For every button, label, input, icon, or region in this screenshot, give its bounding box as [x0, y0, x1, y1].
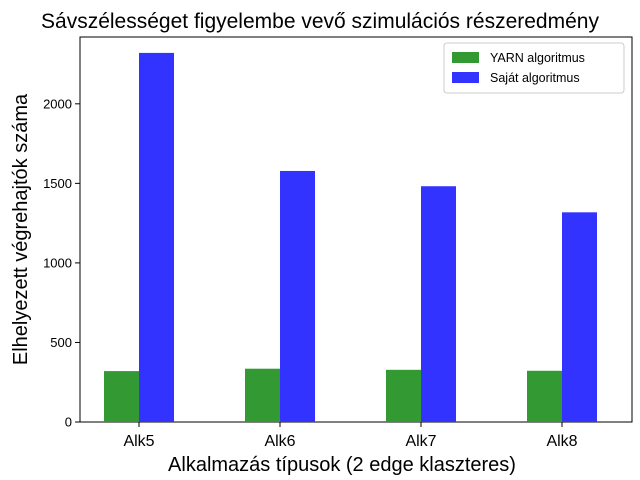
plot-frame [79, 36, 633, 423]
x-tick-label-alk6: Alk6 [264, 433, 295, 450]
y-tick-label-0: 0 [65, 415, 72, 430]
bar-yarn-alk5 [104, 371, 139, 422]
y-axis: 0 500 1000 1500 2000 [43, 96, 80, 430]
bar-sajat-alk7 [421, 186, 456, 422]
y-tick-label-1500: 1500 [43, 176, 72, 191]
y-tick-label-2000: 2000 [43, 96, 72, 111]
legend-label-sajat: Saját algoritmus [490, 71, 580, 85]
bar-sajat-alk5 [139, 52, 174, 423]
x-tick-label-alk7: Alk7 [405, 433, 436, 450]
legend-swatch-sajat [452, 72, 479, 83]
legend-swatch-yarn [452, 52, 479, 63]
bar-sajat-alk8 [562, 212, 597, 422]
bar-yarn-alk7 [386, 369, 421, 422]
y-tick-label-500: 500 [50, 335, 72, 350]
y-tick-label-1000: 1000 [43, 255, 72, 270]
y-axis-label: Elhelyezett végrehajtók száma [10, 93, 32, 365]
legend-box [443, 42, 625, 94]
bar-yarn-alk6 [245, 368, 280, 422]
x-axis-label: Alkalmazás típusok (2 edge klaszteres) [168, 454, 516, 476]
x-axis: Alk5 Alk6 Alk7 Alk8 [123, 422, 578, 450]
chart-title: Sávszélességet figyelembe vevő szimuláci… [41, 10, 599, 33]
plot-area: 0 500 1000 1500 2000 Alk5 Alk6 Alk7 Alk8 [43, 36, 633, 450]
bar-yarn-alk8 [527, 370, 562, 422]
x-tick-label-alk8: Alk8 [546, 433, 577, 450]
legend: YARN algoritmus Saját algoritmus [443, 42, 625, 94]
bar-sajat-alk6 [280, 170, 315, 422]
legend-label-yarn: YARN algoritmus [490, 51, 585, 65]
bars-group [104, 52, 597, 423]
x-tick-label-alk5: Alk5 [123, 433, 154, 450]
